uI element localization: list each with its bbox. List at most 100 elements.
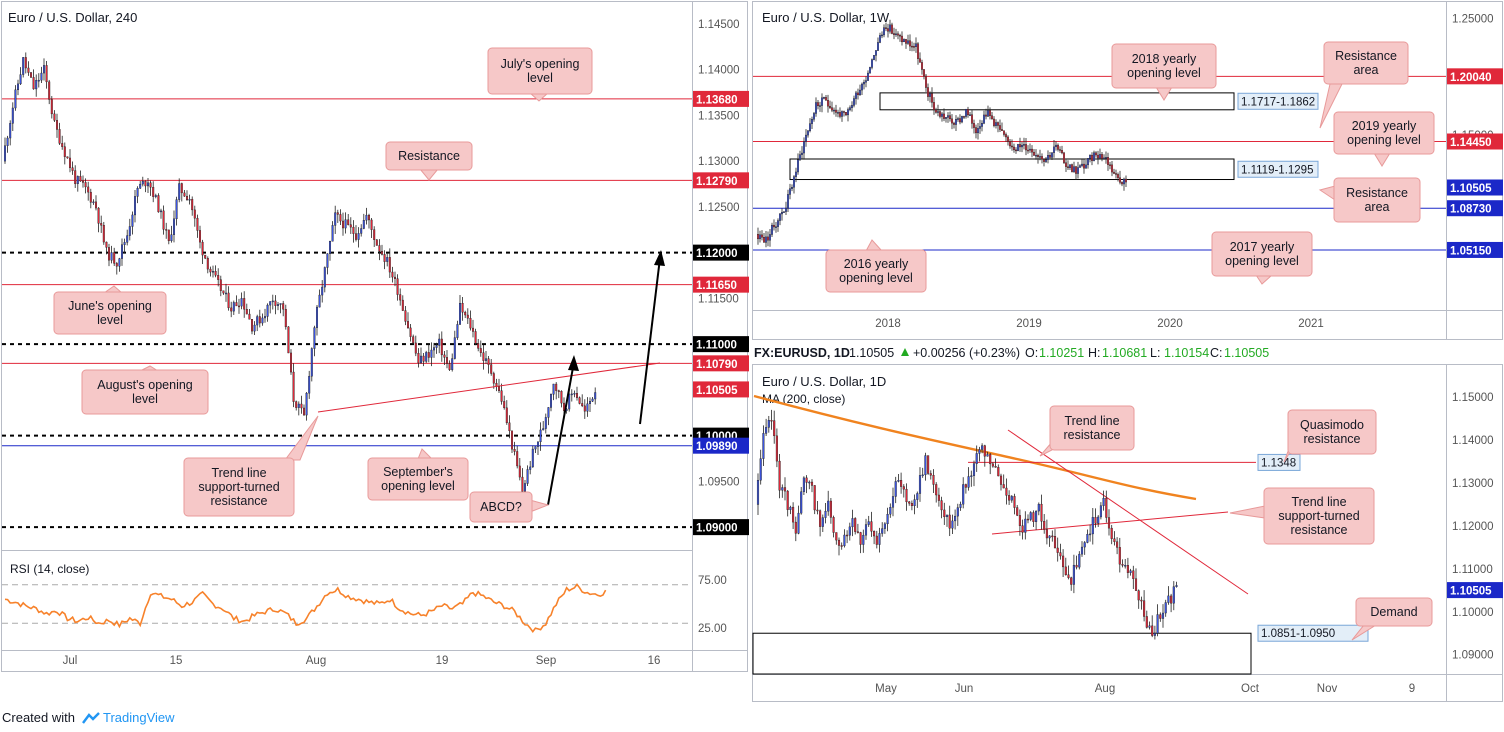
panel-240-candle <box>508 422 511 432</box>
tradingview-logo[interactable]: TradingView <box>79 710 175 725</box>
panel-240-y-tick: 1.14000 <box>698 65 740 77</box>
panel-240-candle <box>586 403 589 412</box>
panel-1w-candle <box>931 93 933 103</box>
panel-240-candle <box>159 210 162 213</box>
panel-1w-candle <box>1035 155 1037 157</box>
panel-1d-candle <box>1097 516 1100 524</box>
note-2016-opening-box <box>825 249 927 293</box>
panel-1w-candle <box>859 89 861 96</box>
panel-240-candle <box>243 298 246 310</box>
panel-240-candle <box>206 258 209 270</box>
panel-240-candle <box>6 137 9 146</box>
panel-240-candle <box>84 182 87 188</box>
panel-240-x-tick: Jul <box>63 655 78 667</box>
panel-1d-y-tick: 1.09000 <box>1452 650 1494 662</box>
panel-1w-candle <box>1023 144 1025 146</box>
panel-1d-candle <box>824 510 827 518</box>
panel-240-candle <box>165 229 168 231</box>
panel-1w-candle <box>1117 174 1119 178</box>
panel-1w-candle <box>887 28 889 32</box>
panel-240-candle <box>87 186 90 193</box>
panel-240-candle <box>594 392 597 400</box>
panel-1w-candle <box>921 62 923 70</box>
panel-1w-candle <box>1049 155 1051 158</box>
rsi-y-tick: 75.00 <box>698 575 727 587</box>
panel-1w-candle <box>1085 164 1087 169</box>
panel-1w-zone-lower <box>789 158 1235 181</box>
panel-240-level-tag: 1.11000 <box>696 340 737 352</box>
panel-1w-candle <box>1123 178 1125 185</box>
panel-1w-candle <box>829 105 831 108</box>
panel-1d-candle <box>762 433 765 459</box>
panel-1w-candle <box>861 83 863 91</box>
panel-1w-candle <box>991 115 993 120</box>
panel-1d-candle <box>948 514 951 529</box>
panel-1w-level-tag-bg <box>1447 241 1503 258</box>
panel-240-candle <box>316 306 319 328</box>
panel-1d-candle <box>940 500 943 511</box>
panel-240-candle <box>362 220 365 229</box>
panel-1w-candle <box>891 24 893 34</box>
panel-240-candle <box>430 349 433 358</box>
panel-240-candle <box>100 223 103 226</box>
panel-240-candle <box>401 299 404 311</box>
panel-240-candle <box>264 316 267 319</box>
panel-240-candle <box>438 338 441 346</box>
panel-240-candle <box>56 120 59 130</box>
panel-1w-candle <box>813 113 815 120</box>
panel-1d-candle <box>905 488 908 503</box>
panel-1w-candle <box>1017 144 1019 151</box>
panel-1d-candle <box>1105 497 1108 518</box>
footer-brand: TradingView <box>102 710 175 725</box>
panel-240-candle <box>180 183 183 194</box>
panel-1d-h-label: H: <box>1088 346 1101 360</box>
panel-1d-candle <box>927 455 930 474</box>
panel-1d-candle <box>929 473 932 476</box>
panel-1d-candle <box>883 523 886 529</box>
panel-1d-candle <box>848 526 851 536</box>
panel-1w-candle <box>993 118 995 126</box>
panel-240-candle <box>123 242 126 245</box>
panel-240-candle <box>248 313 251 320</box>
panel-240-candle <box>277 304 280 306</box>
panel-240-candle <box>217 275 220 280</box>
panel-1d-candle <box>1159 614 1162 619</box>
panel-240-candle <box>417 353 420 364</box>
panel-240-candle <box>22 57 25 75</box>
panel-1w-candle <box>1103 157 1105 160</box>
panel-240-candle <box>282 303 285 310</box>
panel-1d-candle <box>891 496 895 508</box>
panel-240-candle <box>381 250 384 255</box>
panel-1d-candle <box>994 465 997 468</box>
panel-1d-candle <box>913 499 916 507</box>
panel-1d-candle <box>870 521 873 532</box>
panel-1w-candle <box>1063 152 1065 163</box>
panel-1d-candle <box>970 475 973 477</box>
panel-240-y-tick: 1.13000 <box>698 156 740 168</box>
panel-240-candle <box>188 198 191 201</box>
panel-240-candle <box>347 219 350 225</box>
panel-240-candle <box>50 99 53 115</box>
panel-240-candle <box>492 373 495 384</box>
panel-240-candle <box>295 401 298 408</box>
panel-240-candle <box>308 375 311 394</box>
panel-1d-candle <box>816 509 819 512</box>
panel-1d-candle <box>1145 616 1148 628</box>
panel-1w-candle <box>1069 164 1071 169</box>
panel-1d-candle <box>1156 614 1159 634</box>
panel-1d-candle <box>864 524 868 536</box>
panel-1d-candle <box>805 477 808 483</box>
panel-1d-x-tick: Aug <box>1095 683 1115 695</box>
rsi-y-tick: 25.00 <box>698 623 727 635</box>
panel-240-candle <box>583 405 586 412</box>
panel-1d-candle <box>991 463 994 467</box>
panel-1d-y-tick: 1.12000 <box>1452 521 1494 533</box>
panel-1w-candle <box>977 128 979 134</box>
panel-240-candle <box>201 241 204 256</box>
panel-240-candle <box>162 210 165 230</box>
panel-240-candle <box>185 195 188 201</box>
panel-240-candle <box>531 448 534 468</box>
panel-1d-quasimodo-tag-bg <box>1257 453 1301 471</box>
panel-1w-candle <box>879 35 881 43</box>
panel-1w-zone-upper <box>879 92 1235 111</box>
